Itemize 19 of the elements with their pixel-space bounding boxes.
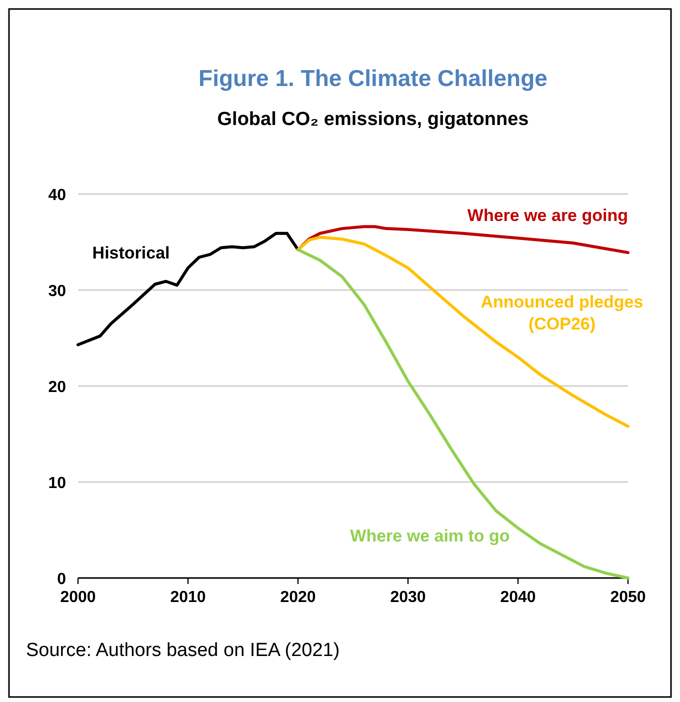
x-tick-label: 2000	[60, 589, 96, 606]
y-tick-label: 20	[48, 379, 66, 396]
x-tick-label: 2010	[170, 589, 206, 606]
y-tick-label: 40	[48, 187, 66, 204]
chart-subtitle: Global CO₂ emissions, gigatonnes	[217, 109, 529, 130]
series-label: Historical	[92, 243, 170, 262]
y-tick-label: 0	[57, 571, 66, 588]
chart-title: Figure 1. The Climate Challenge	[198, 65, 548, 91]
series-label: Announced pledges (COP26)	[480, 292, 644, 334]
x-tick-label: 2020	[280, 589, 316, 606]
x-tick-label: 2050	[610, 589, 646, 606]
x-tick-label: 2040	[500, 589, 536, 606]
series-label: Where we aim to go	[350, 526, 510, 546]
source-note: Source: Authors based on IEA (2021)	[26, 640, 340, 661]
line-series	[76, 232, 300, 346]
series-label: Where we are going	[467, 206, 628, 225]
y-tick-label: 30	[48, 283, 66, 300]
x-tick-label: 2030	[390, 589, 426, 606]
y-tick-label: 10	[48, 475, 66, 492]
